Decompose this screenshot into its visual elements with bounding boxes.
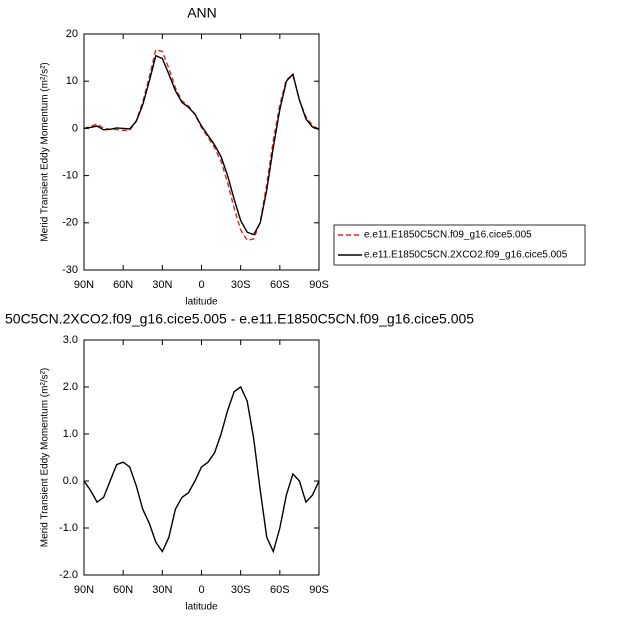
chart-title: 50C5CN.2XCO2.f09_g16.cice5.005 - e.e11.E… (5, 311, 474, 327)
y-tick-label: -20 (62, 217, 78, 229)
y-tick-label: 1.0 (63, 428, 78, 440)
x-tick-label: 30S (231, 279, 251, 291)
y-tick-label: -30 (62, 264, 78, 276)
x-tick-label: 60N (113, 584, 133, 596)
x-tick-label: 0 (198, 279, 204, 291)
legend-box (333, 224, 586, 266)
x-tick-label: 60S (270, 584, 290, 596)
x-axis-label: latitude (185, 602, 218, 613)
y-tick-label: 0 (72, 122, 78, 134)
y-tick-label: -1.0 (59, 522, 78, 534)
x-tick-label: 90N (74, 584, 94, 596)
x-axis-label: latitude (185, 297, 218, 308)
data-line (83, 54, 320, 236)
chart-title: ANN (187, 5, 217, 21)
y-tick-label: 2.0 (63, 381, 78, 393)
y-tick-label: 3.0 (63, 334, 78, 346)
y-tick-label: -2.0 (59, 569, 78, 581)
y-axis-label: Merid Transient Eddy Momentum (m²/s²) (40, 62, 51, 242)
x-tick-label: 90S (309, 279, 329, 291)
y-axis-label: Merid Transient Eddy Momentum (m²/s²) (40, 368, 51, 548)
data-line (83, 385, 320, 554)
x-tick-label: 30N (152, 279, 172, 291)
plot-frame (83, 339, 320, 576)
y-tick-label: 10 (66, 75, 78, 87)
x-tick-label: 30S (231, 584, 251, 596)
x-tick-label: 90N (74, 279, 94, 291)
x-tick-label: 30N (152, 584, 172, 596)
x-tick-label: 60N (113, 279, 133, 291)
y-tick-label: 0.0 (63, 475, 78, 487)
plot-frame (83, 33, 320, 271)
x-tick-label: 90S (309, 584, 329, 596)
x-tick-label: 0 (198, 584, 204, 596)
legend-label: e.e11.E1850C5CN.2XCO2.f09_g16.cice5.005 (364, 250, 568, 261)
y-tick-label: -10 (62, 170, 78, 182)
x-tick-label: 60S (270, 279, 290, 291)
legend-label: e.e11.E1850C5CN.f09_g16.cice5.005 (364, 230, 532, 241)
y-tick-label: 20 (66, 28, 78, 40)
data-line (83, 48, 320, 242)
